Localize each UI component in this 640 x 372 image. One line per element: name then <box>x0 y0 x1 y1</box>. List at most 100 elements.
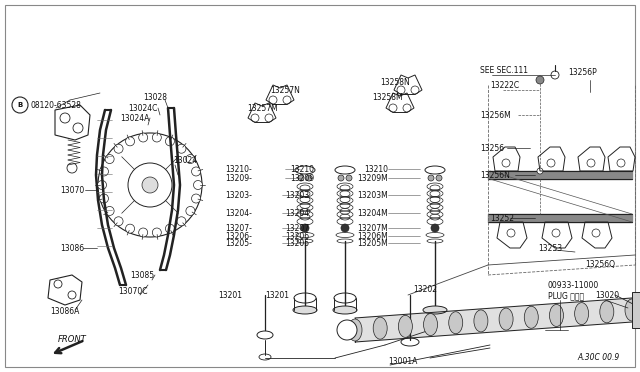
Ellipse shape <box>423 306 447 314</box>
Ellipse shape <box>524 306 538 328</box>
Circle shape <box>177 217 186 226</box>
Ellipse shape <box>625 299 639 321</box>
Circle shape <box>191 167 200 176</box>
Circle shape <box>191 194 200 203</box>
Text: 13209M: 13209M <box>357 173 388 183</box>
Circle shape <box>125 224 134 233</box>
Text: 13207-: 13207- <box>225 224 252 232</box>
Circle shape <box>193 180 202 189</box>
Text: 13256P: 13256P <box>568 67 596 77</box>
Text: 13257M: 13257M <box>247 103 278 112</box>
Text: 13252: 13252 <box>490 214 514 222</box>
Circle shape <box>139 133 148 142</box>
Ellipse shape <box>398 315 412 337</box>
Text: 13256M: 13256M <box>480 110 511 119</box>
Text: 13070: 13070 <box>60 186 84 195</box>
Text: 13204-: 13204- <box>225 208 252 218</box>
Text: 13024: 13024 <box>173 155 197 164</box>
Circle shape <box>139 228 148 237</box>
Text: 13210: 13210 <box>290 164 314 173</box>
Circle shape <box>301 224 309 232</box>
Text: 13086A: 13086A <box>50 308 79 317</box>
Ellipse shape <box>373 317 387 339</box>
Circle shape <box>436 175 442 181</box>
Text: 13205: 13205 <box>285 238 309 247</box>
Ellipse shape <box>348 319 362 341</box>
Text: 13256N: 13256N <box>480 170 510 180</box>
Text: 13207: 13207 <box>285 224 309 232</box>
Circle shape <box>97 180 106 189</box>
Text: 13256Q: 13256Q <box>585 260 615 269</box>
Circle shape <box>338 175 344 181</box>
Text: 13204M: 13204M <box>357 208 388 218</box>
Ellipse shape <box>550 304 563 327</box>
Text: 13209-: 13209- <box>225 173 252 183</box>
Text: 13024A: 13024A <box>120 113 149 122</box>
Text: 13201: 13201 <box>218 291 242 299</box>
Text: 13201: 13201 <box>265 291 289 299</box>
Text: 00933-11000: 00933-11000 <box>548 280 599 289</box>
Circle shape <box>431 224 439 232</box>
Circle shape <box>125 137 134 146</box>
Circle shape <box>105 154 114 164</box>
Text: 13202: 13202 <box>413 285 437 295</box>
Ellipse shape <box>449 312 463 334</box>
Text: 08120-63528: 08120-63528 <box>30 100 81 109</box>
Circle shape <box>337 320 357 340</box>
Text: 13203-: 13203- <box>225 190 252 199</box>
Bar <box>632 292 640 328</box>
Ellipse shape <box>575 303 589 325</box>
Text: 13253: 13253 <box>538 244 562 253</box>
Circle shape <box>346 175 352 181</box>
Circle shape <box>165 137 175 146</box>
Text: 13085: 13085 <box>130 272 154 280</box>
Polygon shape <box>355 298 632 342</box>
Ellipse shape <box>295 166 315 174</box>
Text: A.30C 00.9: A.30C 00.9 <box>578 353 620 362</box>
Text: SEE SEC.111: SEE SEC.111 <box>480 65 528 74</box>
Text: 13020: 13020 <box>595 292 619 301</box>
Text: PLUG プラグ: PLUG プラグ <box>548 292 584 301</box>
Circle shape <box>536 76 544 84</box>
Circle shape <box>186 206 195 215</box>
Circle shape <box>152 133 161 142</box>
Ellipse shape <box>424 314 438 336</box>
Circle shape <box>152 228 161 237</box>
Text: 13206M: 13206M <box>357 231 388 241</box>
Text: 13209: 13209 <box>290 173 314 183</box>
Text: 13206: 13206 <box>285 231 309 241</box>
Text: B: B <box>17 102 22 108</box>
Ellipse shape <box>474 310 488 332</box>
Text: 13258N: 13258N <box>380 77 410 87</box>
Circle shape <box>537 168 543 174</box>
Text: 13028: 13028 <box>143 93 167 102</box>
Circle shape <box>99 167 108 176</box>
Ellipse shape <box>499 308 513 330</box>
Text: 13205-: 13205- <box>225 238 252 247</box>
Circle shape <box>306 175 312 181</box>
Text: 13204: 13204 <box>285 208 309 218</box>
Circle shape <box>177 144 186 153</box>
Circle shape <box>114 144 123 153</box>
Ellipse shape <box>425 166 445 174</box>
Circle shape <box>428 175 434 181</box>
Ellipse shape <box>333 306 357 314</box>
Ellipse shape <box>293 306 317 314</box>
Text: 13024C: 13024C <box>128 103 157 112</box>
Text: 13203M: 13203M <box>357 190 388 199</box>
Text: 13256: 13256 <box>480 144 504 153</box>
Ellipse shape <box>600 301 614 323</box>
Text: FRONT: FRONT <box>58 336 87 344</box>
Text: 13222C: 13222C <box>490 80 519 90</box>
Circle shape <box>165 224 175 233</box>
Circle shape <box>99 194 108 203</box>
Ellipse shape <box>335 166 355 174</box>
Text: 13070C: 13070C <box>118 288 147 296</box>
Text: 13210: 13210 <box>364 164 388 173</box>
Text: 13206-: 13206- <box>225 231 252 241</box>
Circle shape <box>341 224 349 232</box>
Circle shape <box>105 206 114 215</box>
Text: 13205M: 13205M <box>357 238 388 247</box>
Circle shape <box>298 175 304 181</box>
Text: 13001A: 13001A <box>388 357 417 366</box>
